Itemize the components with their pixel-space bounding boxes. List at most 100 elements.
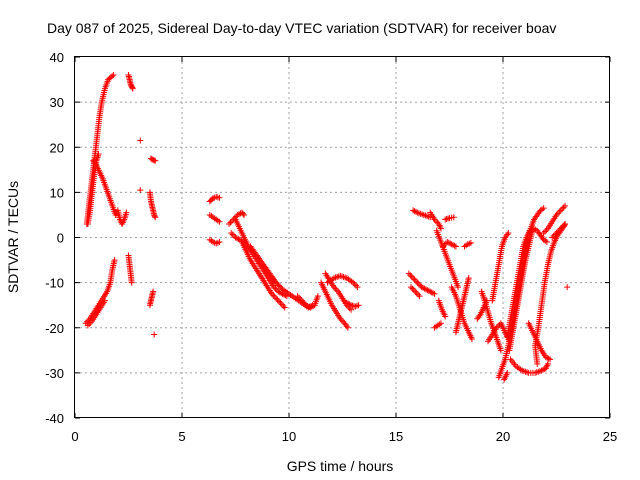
y-axis-label: SDTVAR / TECUs	[5, 181, 21, 293]
series-arc-05	[84, 297, 108, 329]
series-arc-09	[137, 137, 144, 144]
data-point	[137, 137, 144, 144]
data-point	[128, 279, 135, 286]
series-arc-15	[206, 193, 223, 205]
data-point	[281, 304, 288, 311]
data-point	[274, 296, 281, 303]
series-arc-07	[125, 72, 136, 92]
data-point	[483, 297, 490, 304]
data-point	[407, 284, 414, 291]
series-arc-19	[228, 229, 246, 246]
x-axis-label: GPS time / hours	[287, 458, 394, 474]
data-point	[129, 84, 136, 91]
series-arc-27	[343, 299, 362, 310]
data-point	[452, 243, 459, 250]
data-point	[405, 270, 412, 277]
data-point	[467, 239, 474, 246]
data-point	[275, 282, 282, 289]
data-point	[544, 362, 551, 369]
data-point	[129, 85, 136, 92]
data-point	[112, 211, 119, 218]
series-arc-41	[474, 297, 490, 322]
series-arc-50	[525, 320, 554, 363]
series-arc-45	[489, 229, 512, 304]
series-arc-48	[507, 356, 551, 376]
y-tick-labels: 40 30 20 10 0 -10 -20 -30 -40	[45, 50, 64, 426]
data-point	[226, 220, 233, 227]
series-arc-29	[407, 284, 423, 300]
data-point	[505, 229, 512, 236]
data-point	[235, 236, 242, 243]
series-arc-08	[125, 252, 135, 286]
data-point	[229, 231, 236, 238]
series-arc-52	[540, 202, 569, 236]
series-arc-53	[549, 220, 569, 241]
x-tick-label: 5	[178, 429, 185, 444]
y-tick-label: -10	[45, 276, 64, 291]
series-arc-30	[410, 207, 434, 221]
data-point	[344, 324, 351, 331]
y-tick-label: 10	[50, 185, 64, 200]
data-point	[465, 275, 472, 282]
data-point	[137, 187, 144, 194]
series-arc-10	[137, 187, 144, 194]
data-point	[540, 205, 547, 212]
data-point	[277, 283, 284, 290]
data-point	[415, 281, 422, 288]
data-point	[468, 336, 475, 343]
series-arc-36	[431, 320, 444, 331]
data-point	[110, 72, 117, 79]
data-point	[239, 210, 246, 217]
series-arc-13	[146, 288, 157, 309]
data-point	[455, 284, 462, 291]
series-arc-11	[147, 155, 159, 164]
series-arc-38	[452, 275, 472, 336]
chart-title: Day 087 of 2025, Sidereal Day-to-day VTE…	[47, 20, 556, 36]
data-point	[274, 280, 281, 287]
data-point	[415, 291, 422, 298]
data-point	[559, 205, 566, 212]
series-arc-04	[82, 257, 118, 327]
data-marks	[82, 72, 571, 383]
series-arc-37	[448, 284, 475, 343]
series-arc-06	[114, 207, 130, 227]
series-arc-54	[564, 284, 571, 291]
data-point	[271, 293, 278, 300]
data-point	[273, 295, 280, 302]
data-point	[355, 302, 362, 309]
series-arc-51	[532, 220, 569, 367]
series-arc-46	[504, 227, 533, 340]
y-tick-label: 30	[50, 95, 64, 110]
series-arc-44	[501, 369, 511, 383]
y-tick-label: -20	[45, 321, 64, 336]
data-point	[412, 208, 419, 215]
data-point	[431, 290, 438, 297]
data-point	[277, 299, 284, 306]
series-arc-33	[440, 239, 459, 250]
data-point	[408, 273, 415, 280]
data-point	[544, 360, 551, 367]
data-point	[273, 279, 280, 286]
y-tick-label: 0	[57, 231, 64, 246]
series-arc-24	[318, 279, 351, 331]
data-point	[564, 284, 571, 291]
data-point	[560, 204, 567, 211]
data-point	[410, 275, 417, 282]
data-point	[450, 214, 457, 221]
y-tick-label: -30	[45, 366, 64, 381]
data-point	[547, 356, 554, 363]
data-point	[95, 151, 102, 158]
series-arc-49	[508, 225, 550, 336]
data-point	[354, 284, 361, 291]
data-point	[442, 313, 449, 320]
data-point	[557, 207, 564, 214]
data-point	[151, 213, 158, 220]
series-arc-17	[206, 236, 223, 247]
data-point	[556, 208, 563, 215]
data-point	[351, 281, 358, 288]
data-point	[152, 214, 159, 221]
y-tick-label: 20	[50, 140, 64, 155]
data-point	[562, 220, 569, 227]
data-point	[504, 369, 511, 376]
series-arc-31	[427, 209, 444, 232]
